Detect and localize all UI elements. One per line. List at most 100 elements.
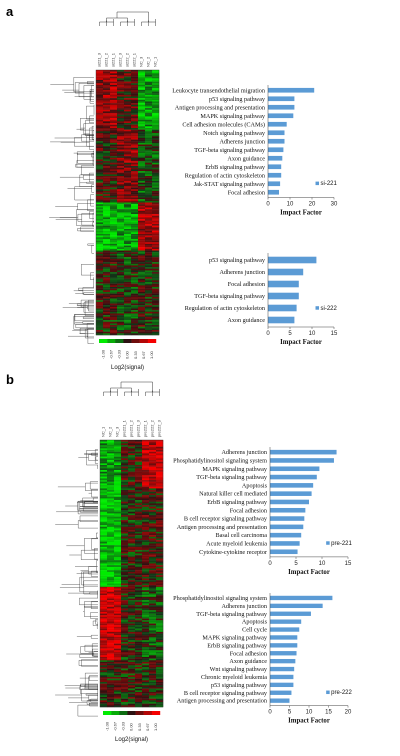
sample-label: pre222_1 bbox=[143, 419, 148, 437]
sample-label: pre222_2 bbox=[150, 419, 155, 437]
x-axis-title: Impact Factor bbox=[288, 718, 330, 725]
category-label: TGF-beta signaling pathway bbox=[194, 147, 266, 154]
scale-tick-label: -1.00 bbox=[100, 349, 105, 359]
bar bbox=[268, 164, 282, 170]
sample-label: pre222_3 bbox=[157, 419, 162, 437]
scale-swatch bbox=[99, 339, 108, 343]
sample-label: NC_3 bbox=[115, 426, 120, 437]
scale-swatch bbox=[139, 339, 149, 343]
category-label: Cell adhesion molecules (CAMs) bbox=[182, 121, 265, 128]
category-label: B cell receptor signaling pathway bbox=[184, 690, 268, 697]
bar bbox=[270, 603, 323, 609]
bar bbox=[270, 611, 311, 616]
scale-tick-label: 1.00 bbox=[149, 350, 154, 359]
category-label: Phosphatidylinositol signaling system bbox=[173, 595, 267, 602]
category-label: Antigen processing and presentation bbox=[177, 698, 267, 705]
bar bbox=[270, 682, 294, 688]
category-label: Adherens junction bbox=[221, 603, 267, 610]
scale-swatch bbox=[143, 711, 153, 715]
category-label: Jak-STAT signaling pathway bbox=[194, 181, 266, 188]
category-label: Antigen processing and presentation bbox=[177, 524, 267, 531]
bar bbox=[268, 121, 287, 127]
sample-label: si221_1 bbox=[111, 52, 116, 67]
category-label: TGF-beta signaling pathway bbox=[196, 474, 268, 481]
sample-label: NC_1 bbox=[101, 426, 106, 437]
x-tick-label: 10 bbox=[319, 561, 326, 567]
x-tick-label: 5 bbox=[288, 331, 292, 337]
category-label: Leukocyte transendothelial migration bbox=[172, 87, 265, 94]
scale-swatch bbox=[103, 711, 112, 715]
category-label: Cytokine-cytokine receptor bbox=[199, 549, 267, 556]
bar bbox=[270, 698, 290, 703]
sample-label: si222_3 bbox=[118, 52, 123, 67]
legend-swatch bbox=[315, 181, 320, 186]
category-label: B cell receptor signaling pathway bbox=[184, 516, 268, 523]
scale-tick-label: 0.67 bbox=[145, 722, 150, 731]
scale-tick-label: -0.67 bbox=[108, 349, 113, 359]
scale-swatch bbox=[135, 711, 144, 715]
bar bbox=[270, 524, 304, 530]
bar bbox=[270, 483, 314, 488]
x-tick-label: 30 bbox=[331, 202, 338, 208]
x-tick-label: 10 bbox=[287, 202, 294, 208]
category-label: ErbB signaling pathway bbox=[205, 164, 266, 171]
bar bbox=[268, 304, 297, 312]
bar bbox=[268, 189, 279, 195]
category-label: Basal cell carcinoma bbox=[215, 532, 267, 539]
category-label: MAPK signaling pathway bbox=[202, 634, 268, 641]
sample-label: si221_2 bbox=[104, 52, 109, 67]
legend-swatch bbox=[315, 306, 320, 310]
scale-swatch bbox=[111, 711, 120, 715]
scale-tick-label: -0.33 bbox=[117, 349, 122, 359]
scale-tick-label: 1.00 bbox=[153, 722, 158, 731]
legend-label: pre-222 bbox=[331, 690, 352, 696]
sample-label: NC_2 bbox=[108, 426, 113, 437]
scale-tick-label: 0.33 bbox=[133, 350, 138, 359]
category-label: Adherens junction bbox=[219, 138, 265, 145]
bar-chart-4: Phosphatidylinositol signaling systemAdh… bbox=[173, 593, 353, 725]
bar bbox=[270, 458, 334, 463]
scale-title: Log2(signal) bbox=[115, 737, 148, 743]
bar bbox=[270, 595, 333, 601]
x-tick-label: 20 bbox=[345, 710, 352, 716]
x-axis-title: Impact Factor bbox=[280, 210, 322, 217]
scale-swatch bbox=[123, 339, 132, 343]
x-tick-label: 0 bbox=[268, 561, 272, 567]
category-label: Adherens junction bbox=[221, 449, 267, 456]
category-label: Chronic myeloid leukemia bbox=[201, 674, 267, 681]
bar bbox=[270, 666, 295, 672]
scale-swatch bbox=[151, 711, 161, 715]
x-tick-label: 15 bbox=[345, 561, 352, 567]
scale-tick-label: -0.67 bbox=[112, 721, 117, 731]
category-label: Natural killer cell mediated bbox=[199, 491, 268, 498]
sample-label: si222_1 bbox=[132, 52, 137, 67]
impact-factor-charts: Leukocyte transendothelial migration p53 … bbox=[172, 85, 353, 725]
scale-swatch bbox=[115, 339, 124, 343]
x-tick-label: 0 bbox=[266, 202, 270, 208]
category-label: Phosphatidylinositol signaling system bbox=[173, 457, 267, 464]
bar-chart-1: Leukocyte transendothelial migration p53 … bbox=[172, 85, 338, 217]
scale-tick-label: 0.00 bbox=[125, 350, 130, 359]
category-label: MAPK signaling pathway bbox=[202, 466, 268, 473]
scale-tick-label: -0.33 bbox=[121, 721, 126, 731]
category-label: Wnt signaling pathway bbox=[210, 666, 268, 673]
bar bbox=[268, 256, 317, 264]
bar bbox=[268, 113, 294, 119]
bar bbox=[270, 507, 306, 513]
category-label: MAPK signaling pathway bbox=[200, 113, 266, 120]
bar bbox=[270, 690, 292, 695]
category-label: p53 signaling pathway bbox=[209, 257, 266, 264]
legend-swatch bbox=[326, 690, 330, 695]
bar bbox=[270, 499, 309, 505]
category-label: Regulation of actin cytoskeleton bbox=[185, 305, 265, 312]
x-axis-title: Impact Factor bbox=[288, 569, 330, 576]
category-label: Axon guidance bbox=[227, 317, 265, 324]
category-label: p53 signaling pathway bbox=[211, 682, 268, 689]
category-label: ErbB signaling pathway bbox=[207, 499, 268, 506]
sample-label: NC_1 bbox=[153, 56, 158, 67]
bar bbox=[268, 292, 299, 300]
x-tick-label: 0 bbox=[268, 710, 272, 716]
heatmap-a: si221_3 si221_2 si221_1 si222_3 si222_2 si222… bbox=[49, 11, 160, 371]
